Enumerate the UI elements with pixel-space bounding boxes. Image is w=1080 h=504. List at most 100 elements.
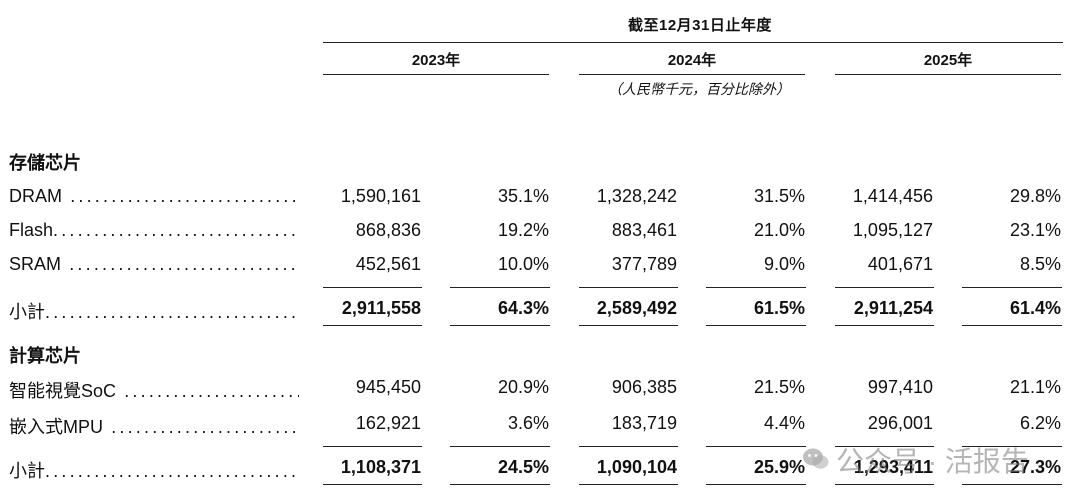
table-cell: 9.0% [763, 254, 805, 274]
table-cell: 23.1% [1009, 220, 1061, 240]
row-label-text: 小計 [9, 461, 45, 481]
table-cell: 21.5% [753, 377, 805, 397]
subtotal-rule-bottom [579, 325, 678, 326]
row-label-flash: Flash...................................… [9, 220, 299, 241]
table-cell: 377,789 [611, 254, 677, 274]
period-rule [323, 42, 1063, 43]
subtotal-rule-top [835, 446, 934, 447]
subtotal-rule-bottom [962, 484, 1062, 485]
subtotal-rule-top [323, 287, 422, 288]
table-cell: 3.6% [507, 413, 549, 433]
subtotal-rule-top [835, 287, 934, 288]
subtotal-cell: 25.9% [753, 457, 805, 477]
row-label-mpu: 嵌入式MPU .................................… [9, 413, 299, 439]
table-cell: 6.2% [1019, 413, 1061, 433]
row-label-sram: SRAM ...................................… [9, 254, 299, 275]
subtotal-cell: 61.4% [1009, 298, 1061, 318]
subtotal-rule-bottom [835, 325, 934, 326]
subtotal-cell: 27.3% [1009, 457, 1061, 477]
table-cell: 883,461 [611, 220, 677, 240]
table-cell: 19.2% [497, 220, 549, 240]
row-label-dram: DRAM ...................................… [9, 186, 299, 207]
subtotal-cell: 64.3% [497, 298, 549, 318]
subtotal-rule-bottom [450, 325, 550, 326]
subtotal-cell: 2,911,254 [853, 298, 933, 318]
subtotal-cell: 1,293,411 [853, 457, 933, 477]
table-cell: 35.1% [497, 186, 549, 206]
subtotal-rule-top [450, 287, 550, 288]
row-label-soc: 智能視覺SoC ................................… [9, 377, 299, 403]
table-cell: 1,095,127 [852, 220, 933, 240]
subtotal-rule-bottom [323, 484, 422, 485]
row-label-subtotal-storage: 小計......................................… [9, 298, 299, 324]
section-title-computing: 計算芯片 [9, 346, 81, 366]
table-cell: 997,410 [867, 377, 933, 397]
wechat-icon [803, 448, 829, 469]
subtotal-cell: 1,108,371 [340, 457, 421, 477]
leader-dots: ........................................… [111, 417, 299, 437]
subtotal-rule-top [962, 446, 1062, 447]
subtotal-rule-bottom [962, 325, 1062, 326]
table-cell: 183,719 [611, 413, 677, 433]
subtotal-rule-bottom [450, 484, 550, 485]
subtotal-rule-bottom [706, 484, 806, 485]
row-label-text: SRAM [9, 254, 62, 274]
subtotal-cell: 2,911,558 [341, 298, 421, 318]
year-header-2023: 2023年 [411, 52, 461, 69]
leader-dots: ........................................… [124, 381, 299, 401]
subtotal-rule-bottom [706, 325, 806, 326]
table-cell: 21.1% [1009, 377, 1061, 397]
table-cell: 4.4% [763, 413, 805, 433]
subtotal-cell: 24.5% [497, 457, 549, 477]
subtotal-rule-bottom [323, 325, 422, 326]
row-label-text: DRAM [9, 186, 62, 206]
subtotal-rule-top [323, 446, 422, 447]
table-cell: 21.0% [753, 220, 805, 240]
year-rule-2023 [323, 74, 549, 75]
unit-note: （人民幣千元，百分比除外） [608, 81, 790, 97]
row-label-text: 嵌入式MPU [9, 417, 103, 437]
watermark-text: 公众号 · 活报告 [836, 440, 1029, 480]
table-cell: 1,590,161 [340, 186, 421, 206]
period-header: 截至12月31日止年度 [628, 17, 772, 34]
table-cell: 1,328,242 [596, 186, 677, 206]
row-label-text: 小計 [9, 302, 45, 322]
subtotal-cell: 2,589,492 [596, 298, 677, 318]
subtotal-rule-bottom [579, 484, 678, 485]
subtotal-rule-top [579, 446, 678, 447]
row-label-subtotal-computing: 小計......................................… [9, 457, 299, 483]
leader-dots: ........................................… [45, 302, 299, 322]
row-label-text: 智能視覺SoC [9, 381, 117, 401]
subtotal-cell: 61.5% [753, 298, 805, 318]
leader-dots: ........................................… [70, 186, 299, 206]
table-cell: 29.8% [1009, 186, 1061, 206]
section-title-storage: 存儲芯片 [9, 153, 81, 173]
table-cell: 31.5% [753, 186, 805, 206]
table-cell: 452,561 [355, 254, 421, 274]
subtotal-cell: 1,090,104 [596, 457, 677, 477]
subtotal-rule-top [706, 446, 806, 447]
subtotal-rule-top [706, 287, 806, 288]
leader-dots: ........................................… [53, 220, 299, 240]
table-cell: 945,450 [355, 377, 421, 397]
leader-dots: ........................................… [45, 461, 299, 481]
table-cell: 906,385 [611, 377, 677, 397]
leader-dots: ........................................… [69, 254, 299, 274]
subtotal-rule-bottom [835, 484, 934, 485]
table-cell: 10.0% [497, 254, 549, 274]
subtotal-rule-top [579, 287, 678, 288]
subtotal-rule-top [962, 287, 1062, 288]
year-rule-2024 [579, 74, 805, 75]
table-cell: 162,921 [355, 413, 421, 433]
subtotal-rule-top [450, 446, 550, 447]
table-cell: 8.5% [1019, 254, 1061, 274]
year-header-2025: 2025年 [923, 52, 973, 69]
table-cell: 868,836 [355, 220, 421, 240]
year-rule-2025 [835, 74, 1061, 75]
table-cell: 20.9% [497, 377, 549, 397]
table-cell: 1,414,456 [852, 186, 933, 206]
table-cell: 296,001 [867, 413, 933, 433]
year-header-2024: 2024年 [667, 52, 717, 69]
table-cell: 401,671 [867, 254, 933, 274]
row-label-text: Flash [9, 220, 54, 240]
